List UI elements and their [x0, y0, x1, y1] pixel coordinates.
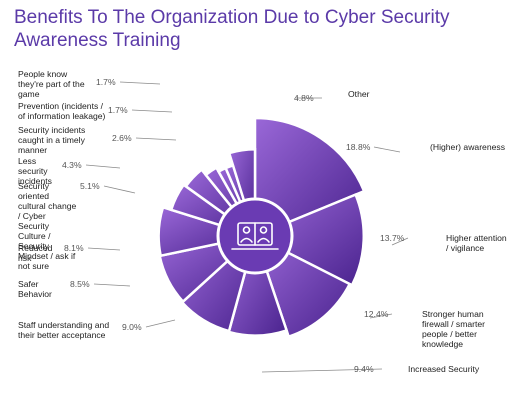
pie-slice — [157, 205, 260, 258]
pie-slice — [252, 192, 366, 287]
slice-value-label: 8.1% — [64, 243, 84, 253]
leader-line — [391, 237, 409, 246]
slice-value-label: 9.4% — [354, 364, 374, 374]
slice-category-label: Security incidents caught in a timely ma… — [18, 125, 86, 155]
slice-category-label: Less security incidents — [18, 156, 52, 186]
leader-line — [87, 247, 121, 251]
slice-value-label: 5.1% — [80, 181, 100, 191]
slice-value-label: 18.8% — [346, 142, 371, 152]
slice-value-label: 4.3% — [62, 160, 82, 170]
leader-line — [131, 109, 173, 113]
slice-value-label: 4.8% — [294, 93, 314, 103]
slice-value-label: 1.7% — [96, 77, 116, 87]
slice-category-label: Increased Security — [408, 364, 480, 374]
slice-category-label: Stronger human firewall / smarter people… — [422, 309, 486, 349]
leader-line — [119, 81, 161, 85]
slice-value-label: 13.7% — [380, 233, 405, 243]
slice-category-label: Reduced risk — [18, 243, 53, 263]
leader-line — [85, 164, 121, 169]
leader-line — [145, 319, 176, 328]
leader-line — [135, 137, 177, 141]
slice-category-label: Staff understanding and their better acc… — [18, 320, 110, 340]
slice-value-label: 1.7% — [108, 105, 128, 115]
slice-value-label: 2.6% — [112, 133, 132, 143]
leader-line — [93, 283, 131, 287]
leader-line — [373, 146, 401, 153]
leader-line — [261, 368, 383, 373]
slice-category-label: Other — [348, 89, 370, 99]
slice-category-label: People know they're part of the game — [18, 69, 85, 99]
leader-line — [369, 313, 393, 319]
center-badge — [216, 197, 294, 275]
leader-line — [103, 185, 136, 194]
video-conference-icon — [231, 222, 279, 250]
slice-category-label: Security oriented cultural change / Cybe… — [18, 181, 77, 271]
chart-title: Benefits To The Organization Due to Cybe… — [14, 7, 450, 51]
slice-category-label: (Higher) awareness — [430, 142, 505, 152]
slice-category-label: Prevention (incidents / of information l… — [18, 101, 106, 121]
slice-value-label: 8.5% — [70, 279, 90, 289]
slice-category-label: Higher attention / vigilance — [446, 233, 507, 253]
slice-category-label: Safer Behavior — [18, 279, 52, 299]
pie-slice — [253, 116, 366, 238]
slice-value-label: 12.4% — [364, 309, 389, 319]
slice-value-label: 9.0% — [122, 322, 142, 332]
